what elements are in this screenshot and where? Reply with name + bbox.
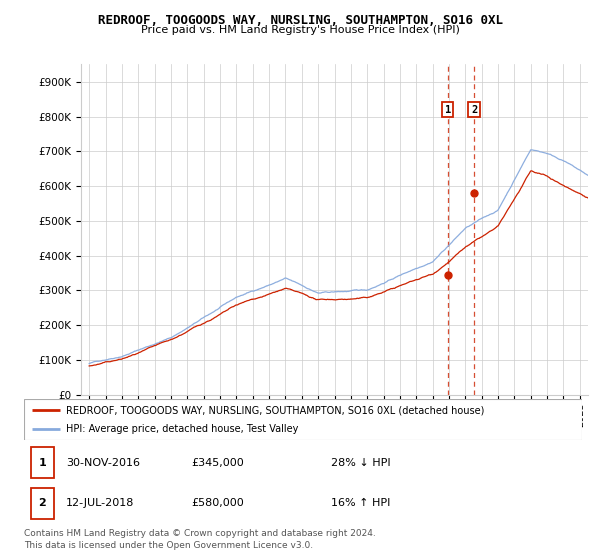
Text: 2: 2 bbox=[471, 105, 477, 115]
Text: £580,000: £580,000 bbox=[191, 498, 244, 508]
Text: REDROOF, TOOGOODS WAY, NURSLING, SOUTHAMPTON, SO16 0XL (detached house): REDROOF, TOOGOODS WAY, NURSLING, SOUTHAM… bbox=[66, 405, 484, 415]
FancyBboxPatch shape bbox=[31, 447, 54, 478]
Text: 1: 1 bbox=[38, 458, 46, 468]
Text: 2: 2 bbox=[38, 498, 46, 508]
Text: Contains HM Land Registry data © Crown copyright and database right 2024.
This d: Contains HM Land Registry data © Crown c… bbox=[24, 529, 376, 550]
Text: 16% ↑ HPI: 16% ↑ HPI bbox=[331, 498, 390, 508]
Text: REDROOF, TOOGOODS WAY, NURSLING, SOUTHAMPTON, SO16 0XL: REDROOF, TOOGOODS WAY, NURSLING, SOUTHAM… bbox=[97, 14, 503, 27]
Text: £345,000: £345,000 bbox=[191, 458, 244, 468]
Text: 30-NOV-2016: 30-NOV-2016 bbox=[66, 458, 140, 468]
Text: 28% ↓ HPI: 28% ↓ HPI bbox=[331, 458, 391, 468]
Text: 12-JUL-2018: 12-JUL-2018 bbox=[66, 498, 134, 508]
Text: HPI: Average price, detached house, Test Valley: HPI: Average price, detached house, Test… bbox=[66, 424, 298, 433]
Text: Price paid vs. HM Land Registry's House Price Index (HPI): Price paid vs. HM Land Registry's House … bbox=[140, 25, 460, 35]
Text: 1: 1 bbox=[445, 105, 451, 115]
FancyBboxPatch shape bbox=[31, 488, 54, 519]
